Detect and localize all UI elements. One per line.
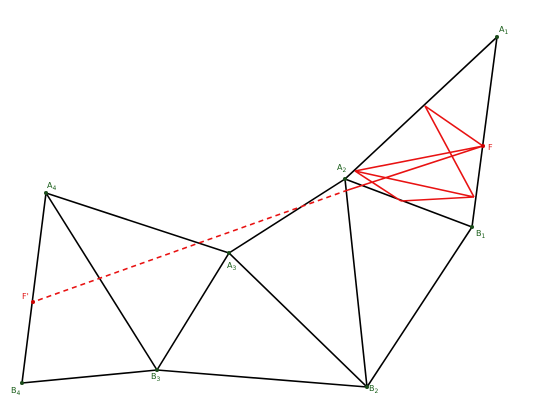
- label-part: 3: [232, 265, 236, 272]
- label: B4: [11, 386, 21, 397]
- label: A1: [499, 25, 508, 36]
- label-part: B: [11, 386, 17, 395]
- label-part: 1: [504, 29, 508, 36]
- label: B3: [151, 372, 161, 383]
- labels: A1 A2 A3 A4 B1 B2 B3 B4 F F': [11, 25, 508, 397]
- label-part: A: [337, 163, 343, 172]
- label-part: 1: [482, 233, 486, 240]
- label-part: 3: [157, 376, 161, 383]
- label-part: B: [476, 229, 482, 238]
- label: F': [22, 292, 29, 301]
- label-part: B: [151, 372, 157, 381]
- label: B1: [476, 229, 486, 240]
- label: B2: [369, 384, 379, 395]
- vertices: [20, 35, 499, 389]
- label-part: A: [227, 261, 233, 270]
- label: A3: [227, 261, 236, 272]
- red-edges: [32, 105, 484, 303]
- label-part: 2: [375, 388, 379, 395]
- label: A4: [47, 181, 56, 192]
- label: F: [488, 143, 493, 152]
- label-part: B: [369, 384, 375, 393]
- black-edges: [21, 36, 498, 388]
- label-part: A: [499, 25, 505, 34]
- label-part: 4: [52, 185, 56, 192]
- label: A2: [337, 163, 346, 174]
- label-part: 4: [17, 390, 21, 397]
- label-part: 2: [342, 167, 346, 174]
- label-part: A: [47, 181, 53, 190]
